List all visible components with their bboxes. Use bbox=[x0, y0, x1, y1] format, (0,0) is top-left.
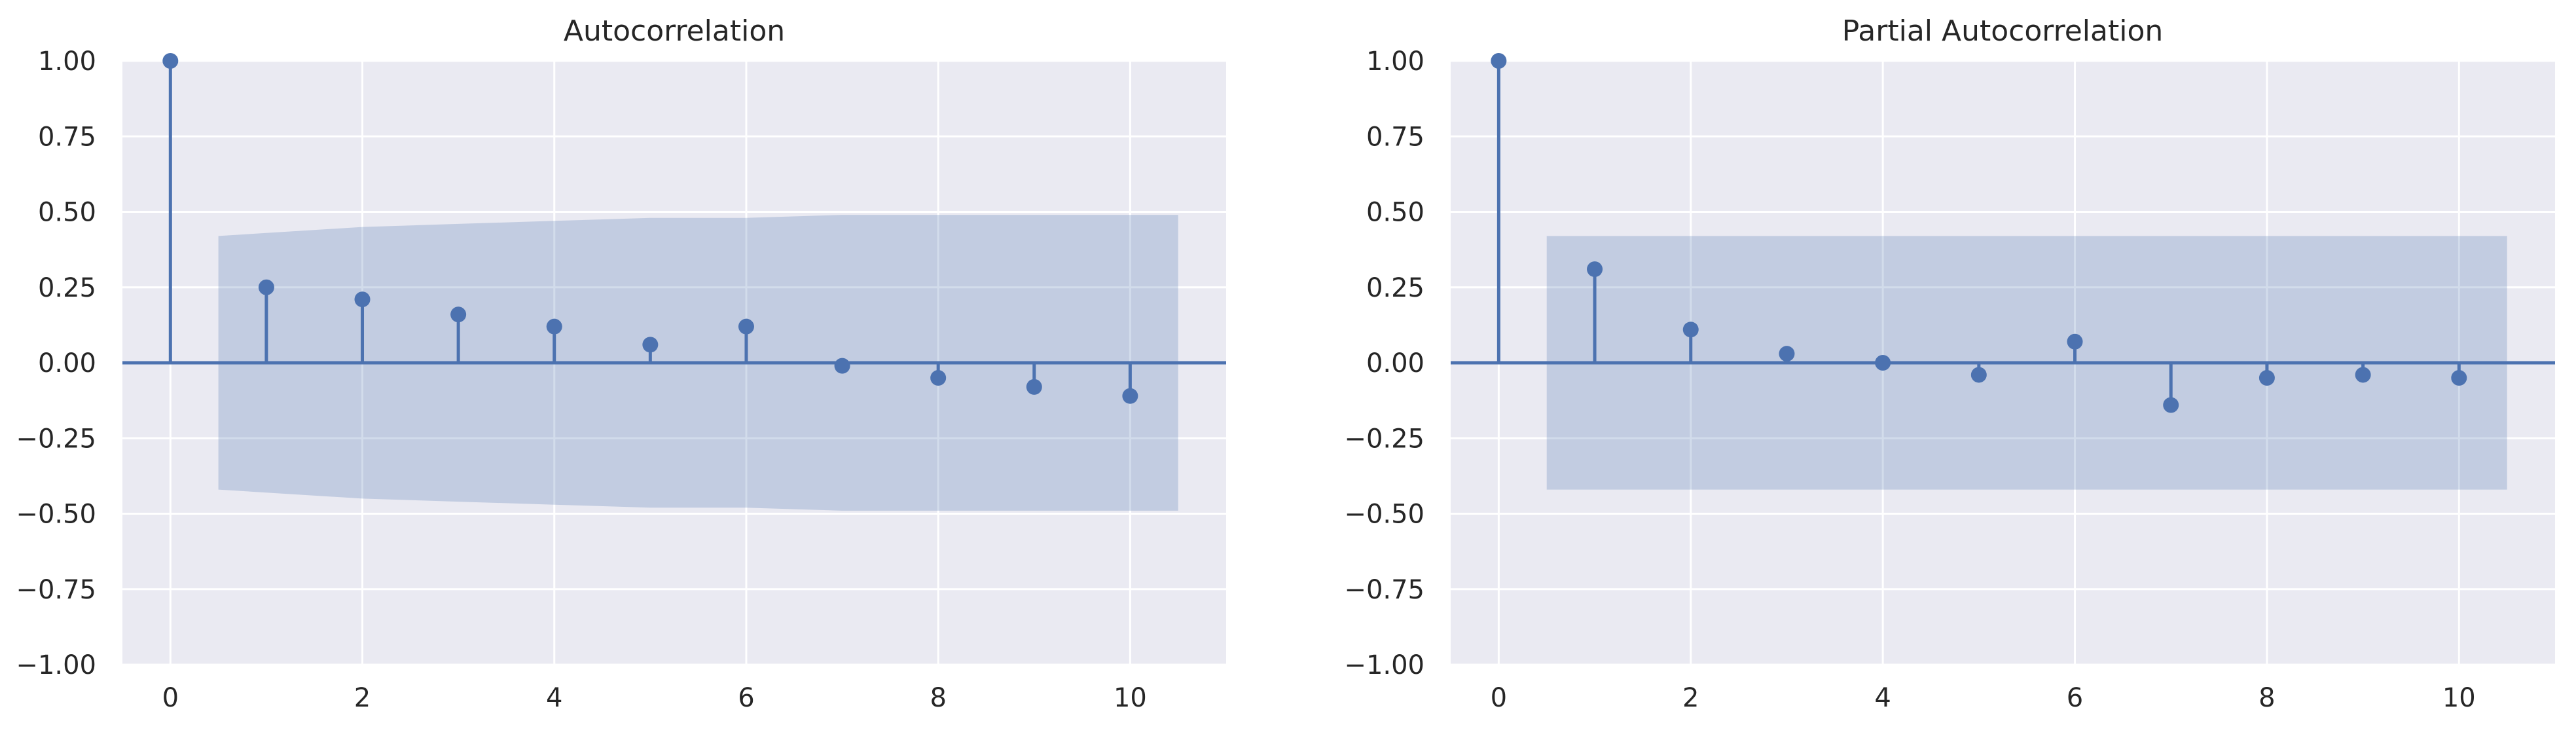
acf-marker-1 bbox=[258, 279, 274, 295]
acf-ytick-label-1: 0.75 bbox=[38, 122, 96, 152]
acf-marker-8 bbox=[930, 370, 947, 386]
pacf-marker-1 bbox=[1587, 261, 1603, 278]
acf-ytick-label-0: 1.00 bbox=[38, 46, 96, 77]
pacf-xtick-label-5: 10 bbox=[2442, 683, 2476, 713]
pacf-ytick-label-5: −0.25 bbox=[1344, 424, 1424, 454]
pacf-xtick-label-4: 8 bbox=[2259, 683, 2275, 713]
pacf-marker-3 bbox=[1779, 346, 1795, 362]
pacf-ytick-label-8: −1.00 bbox=[1344, 650, 1424, 680]
acf-xtick-label-2: 4 bbox=[546, 683, 562, 713]
pacf-marker-4 bbox=[1875, 355, 1891, 371]
acf-marker-2 bbox=[354, 291, 371, 308]
acf-marker-0 bbox=[162, 53, 179, 69]
acf-ytick-label-5: −0.25 bbox=[16, 424, 96, 454]
pacf-ytick-label-3: 0.25 bbox=[1366, 273, 1424, 303]
pacf-marker-7 bbox=[2163, 397, 2179, 413]
pacf-marker-2 bbox=[1682, 322, 1699, 338]
pacf-marker-0 bbox=[1491, 53, 1507, 69]
pacf-ytick-label-6: −0.50 bbox=[1344, 500, 1424, 530]
acf-marker-5 bbox=[642, 337, 659, 353]
pacf-xtick-label-0: 0 bbox=[1491, 683, 1507, 713]
acf-ytick-label-7: −0.75 bbox=[16, 575, 96, 605]
acf-marker-6 bbox=[738, 318, 754, 335]
acf-marker-9 bbox=[1026, 378, 1042, 395]
acf-ytick-label-4: 0.00 bbox=[38, 348, 96, 378]
pacf-ytick-label-4: 0.00 bbox=[1366, 348, 1424, 378]
acf-xtick-label-0: 0 bbox=[162, 683, 179, 713]
pacf-ytick-label-7: −0.75 bbox=[1344, 575, 1424, 605]
acf-panel: Autocorrelation 0 2 4 6 8 10 1.00 0.75 0.50 0.25 0… bbox=[16, 14, 1226, 713]
pacf-marker-6 bbox=[2067, 333, 2083, 350]
pacf-ytick-label-1: 0.75 bbox=[1366, 122, 1424, 152]
pacf-title: Partial Autocorrelation bbox=[1842, 14, 2164, 48]
pacf-ytick-label-0: 1.00 bbox=[1366, 46, 1424, 77]
acf-ytick-label-2: 0.50 bbox=[38, 198, 96, 228]
pacf-marker-9 bbox=[2355, 367, 2371, 383]
acf-xtick-label-3: 6 bbox=[738, 683, 754, 713]
pacf-marker-10 bbox=[2451, 370, 2467, 386]
acf-marker-10 bbox=[1122, 388, 1138, 404]
acf-marker-4 bbox=[546, 318, 562, 335]
acf-xtick-label-5: 10 bbox=[1114, 683, 1147, 713]
acf-marker-7 bbox=[834, 358, 850, 374]
pacf-panel: Partial Autocorrelation 0 2 4 6 8 10 1.00 0.75 0… bbox=[1344, 14, 2555, 713]
pacf-xtick-label-1: 2 bbox=[1682, 683, 1699, 713]
pacf-marker-8 bbox=[2259, 370, 2275, 386]
acf-xtick-label-1: 2 bbox=[354, 683, 371, 713]
acf-ytick-label-8: −1.00 bbox=[16, 650, 96, 680]
acf-title: Autocorrelation bbox=[564, 14, 785, 48]
pacf-xtick-label-3: 6 bbox=[2067, 683, 2083, 713]
pacf-ytick-label-2: 0.50 bbox=[1366, 198, 1424, 228]
acf-marker-3 bbox=[450, 306, 467, 323]
acf-xtick-label-4: 8 bbox=[930, 683, 946, 713]
acf-ytick-label-6: −0.50 bbox=[16, 500, 96, 530]
pacf-marker-5 bbox=[1970, 367, 1987, 383]
acf-ytick-label-3: 0.25 bbox=[38, 273, 96, 303]
pacf-xtick-label-2: 4 bbox=[1874, 683, 1891, 713]
